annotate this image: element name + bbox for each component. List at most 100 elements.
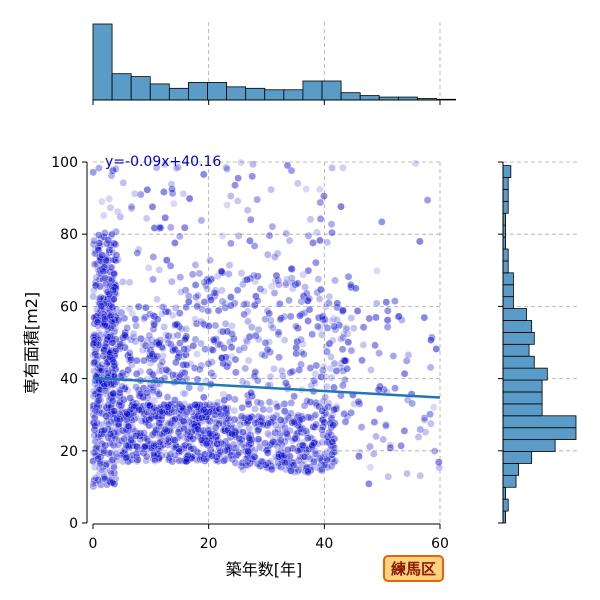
scatter-point	[179, 404, 187, 413]
scatter-point	[97, 293, 105, 302]
scatter-point	[328, 164, 336, 172]
scatter-point	[304, 231, 313, 240]
scatter-point	[89, 339, 98, 347]
scatter-point	[306, 364, 315, 372]
scatter-point	[277, 436, 285, 445]
scatter-point	[197, 317, 205, 326]
scatter-point	[176, 371, 185, 379]
scatter-point	[199, 405, 208, 414]
scatter-point	[106, 430, 115, 438]
scatter-point	[301, 283, 309, 291]
scatter-point	[300, 452, 309, 461]
scatter-point	[304, 317, 312, 325]
scatter-point	[114, 342, 122, 351]
scatter-point	[144, 436, 152, 445]
y-tick-label: 60	[60, 299, 78, 315]
scatter-point	[135, 392, 144, 400]
scatter-point	[285, 236, 294, 245]
scatter-point	[167, 405, 176, 414]
scatter-point	[176, 432, 185, 440]
scatter-point	[330, 322, 339, 331]
scatter-point	[435, 463, 444, 472]
scatter-point	[231, 368, 240, 377]
scatter-point	[211, 428, 220, 437]
scatter-point	[297, 335, 305, 344]
scatter-point	[243, 391, 252, 400]
scatter-point	[177, 325, 186, 333]
scatter-point	[330, 383, 338, 392]
scatter-point	[256, 420, 265, 428]
scatter-point	[428, 333, 436, 342]
scatter-point	[137, 334, 145, 343]
scatter-point	[107, 417, 115, 426]
right-hist-bar	[502, 308, 527, 321]
scatter-point	[99, 352, 108, 360]
scatter-point	[166, 400, 175, 408]
scatter-points	[89, 158, 444, 491]
scatter-point	[240, 343, 248, 352]
scatter-point	[237, 158, 245, 167]
ward-badge-text: 練馬区	[391, 560, 436, 578]
scatter-point	[91, 406, 100, 415]
scatter-point	[120, 314, 129, 323]
scatter-point	[116, 415, 124, 424]
scatter-point	[365, 479, 373, 488]
scatter-point	[172, 441, 180, 450]
scatter-point	[280, 407, 289, 416]
scatter-point	[124, 422, 132, 430]
scatter-point	[379, 435, 388, 444]
scatter-point	[171, 320, 180, 329]
scatter-point	[122, 453, 130, 462]
scatter-point	[193, 302, 201, 311]
scatter-point	[391, 297, 399, 305]
scatter-point	[244, 430, 252, 438]
scatter-point	[149, 370, 157, 379]
scatter-point	[104, 333, 113, 342]
scatter-point	[112, 345, 120, 353]
scatter-point	[248, 392, 256, 400]
scatter-point	[197, 216, 206, 225]
scatter-point	[318, 438, 327, 447]
scatter-point	[384, 472, 393, 481]
scatter-point	[135, 405, 143, 414]
scatter-point	[168, 311, 177, 320]
scatter-point	[306, 463, 315, 472]
scatter-point	[112, 165, 120, 173]
scatter-point	[304, 434, 312, 443]
scatter-point	[304, 266, 313, 275]
scatter-point	[144, 399, 152, 408]
y-axis-label: 専有面積[m2]	[22, 292, 41, 394]
scatter-point	[220, 344, 228, 352]
scatter-point	[253, 376, 262, 385]
scatter-point	[297, 348, 306, 357]
scatter-point	[140, 429, 148, 437]
scatter-point	[107, 263, 116, 272]
scatter-point	[395, 312, 403, 321]
scatter-point	[90, 236, 98, 245]
scatter-point	[110, 407, 119, 416]
scatter-point	[353, 307, 362, 315]
scatter-point	[152, 163, 161, 172]
scatter-point	[91, 281, 100, 290]
scatter-point	[200, 298, 209, 306]
scatter-point	[245, 434, 253, 442]
scatter-point	[243, 206, 252, 214]
scatter-point	[263, 449, 272, 457]
scatter-point	[100, 211, 108, 220]
scatter-point	[237, 412, 246, 421]
scatter-point	[218, 286, 226, 295]
scatter-point	[153, 352, 162, 361]
scatter-point	[179, 444, 188, 453]
scatter-point	[296, 311, 304, 320]
scatter-point	[426, 363, 435, 372]
scatter-point	[397, 441, 405, 450]
scatter-point	[267, 465, 276, 474]
right-hist-bar	[502, 331, 535, 345]
scatter-point	[244, 400, 253, 409]
scatter-point	[177, 288, 185, 296]
scatter-point	[162, 256, 171, 265]
scatter-point	[106, 267, 114, 276]
scatter-point	[180, 345, 188, 353]
scatter-point	[142, 214, 151, 223]
scatter-point	[288, 274, 296, 282]
